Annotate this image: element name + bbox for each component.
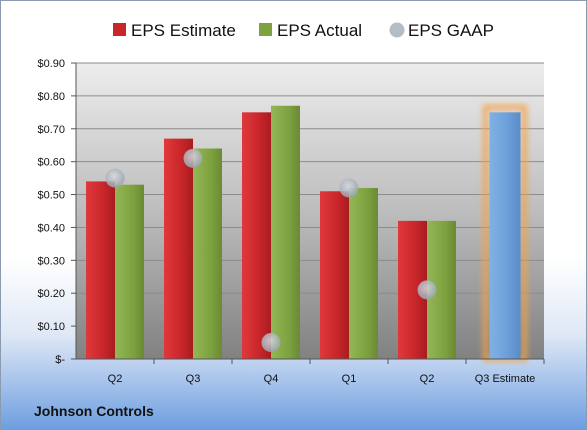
company-name: Johnson Controls — [34, 403, 154, 419]
bars — [86, 104, 528, 363]
x-axis: Q2 Q3 Q4 Q1 Q2 Q3 Estimate — [76, 358, 545, 385]
marker-eps-gaap — [261, 333, 281, 353]
x-tick-label-q1: Q1 — [342, 373, 357, 385]
marker-eps-gaap — [105, 168, 125, 188]
marker-eps-gaap — [417, 280, 437, 300]
legend-swatch-eps-gaap — [389, 22, 405, 38]
y-tick-label: $0.70 — [37, 124, 65, 136]
legend-swatch-eps-actual — [259, 23, 272, 36]
x-tick-label-q4: Q4 — [264, 373, 279, 385]
y-tick-label: $0.80 — [37, 91, 65, 103]
bar-eps-actual — [115, 184, 144, 359]
gridlines — [76, 62, 544, 360]
legend-label-eps-gaap: EPS GAAP — [408, 21, 494, 40]
bar-eps-actual — [193, 148, 222, 359]
legend-swatch-eps-estimate — [113, 23, 126, 36]
legend-label-eps-estimate: EPS Estimate — [131, 21, 236, 40]
y-tick-label: $0.40 — [37, 222, 65, 234]
bar-eps-estimate — [86, 181, 115, 359]
x-tick-label-q2: Q2 — [420, 373, 435, 385]
plot-area — [76, 63, 544, 359]
y-tick-label: $0.10 — [37, 321, 65, 333]
legend: EPS Estimate EPS Actual EPS GAAP — [113, 21, 494, 40]
marker-eps-gaap — [183, 148, 203, 168]
legend-label-eps-actual: EPS Actual — [277, 21, 362, 40]
y-tick-label: $0.20 — [37, 288, 65, 300]
bar-eps-forecast — [489, 112, 521, 359]
y-axis: $- $0.10 $0.20 $0.30 $0.40 $0.50 $0.60 $0.70 $0.… — [37, 58, 77, 366]
x-tick-label-q3: Q3 — [186, 373, 201, 385]
y-tick-label: $- — [55, 354, 65, 366]
bar-eps-actual — [349, 187, 378, 359]
y-tick-label: $0.30 — [37, 255, 65, 267]
bar-eps-estimate — [320, 191, 349, 359]
y-tick-label: $0.50 — [37, 190, 65, 202]
x-tick-label-q3-estimate: Q3 Estimate — [475, 373, 536, 385]
gaap-markers — [105, 148, 437, 353]
bar-eps-actual — [271, 105, 300, 359]
x-tick-label-q2: Q2 — [108, 373, 123, 385]
bar-eps-estimate — [164, 138, 193, 359]
y-tick-label: $0.90 — [37, 58, 65, 70]
marker-eps-gaap — [339, 178, 359, 198]
y-tick-label: $0.60 — [37, 157, 65, 169]
bar-eps-estimate — [242, 112, 271, 359]
